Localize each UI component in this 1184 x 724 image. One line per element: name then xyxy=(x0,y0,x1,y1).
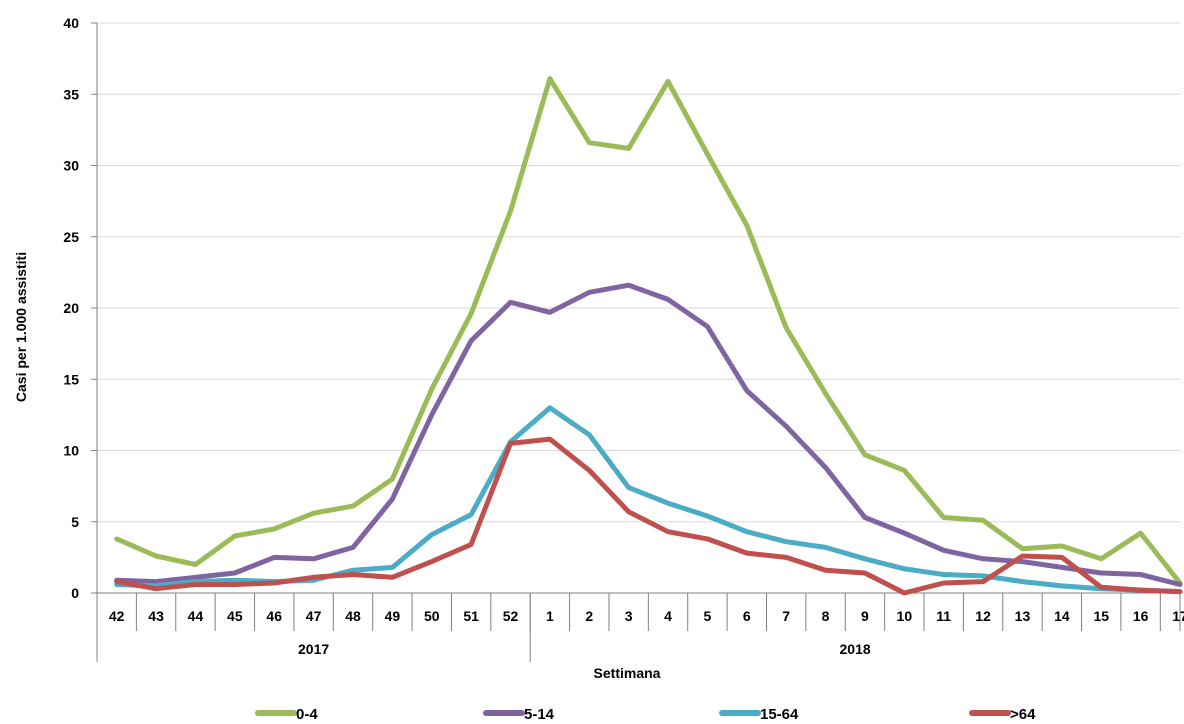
x-tick-label: 17 xyxy=(1172,608,1184,624)
series-line-5-14 xyxy=(114,282,1183,587)
x-tick-label: 13 xyxy=(1015,608,1031,624)
series-lines xyxy=(114,76,1183,596)
x-tick-label: 4 xyxy=(664,608,672,624)
x-tick-label: 11 xyxy=(936,608,951,624)
x-tick-label: 1 xyxy=(546,608,554,624)
x-tick-label: 47 xyxy=(306,608,322,624)
x-axis-title: Settimana xyxy=(594,665,661,681)
year-group-label: 2018 xyxy=(840,641,871,657)
x-tick-label: 5 xyxy=(704,608,712,624)
x-tick-label: 9 xyxy=(861,608,869,624)
x-tick-label: 51 xyxy=(463,608,479,624)
y-tick-label: 20 xyxy=(63,300,79,316)
y-tick-label: 5 xyxy=(71,514,79,530)
x-tick-label: 49 xyxy=(385,608,401,624)
y-tick-label: 0 xyxy=(71,585,79,601)
x-tick-label: 43 xyxy=(148,608,164,624)
x-tick-label: 8 xyxy=(822,608,830,624)
x-tick-label: 46 xyxy=(266,608,282,624)
y-tick-label: 25 xyxy=(63,229,79,245)
x-tick-label: 44 xyxy=(188,608,204,624)
series-line-0-4 xyxy=(114,76,1183,586)
x-tick-label: 16 xyxy=(1133,608,1149,624)
x-axis-ticks: 42 43 44 45 46 47 48 49 50 51 52 1 2 3 4 5 6 7 8 9 10 11 12 13 1… xyxy=(96,593,1184,662)
series-line-15-64 xyxy=(114,405,1183,595)
legend-label: 5-14 xyxy=(524,706,555,723)
axes xyxy=(96,23,1180,594)
x-tick-label: 14 xyxy=(1054,608,1070,624)
y-axis-title: Casi per 1.000 assistiti xyxy=(13,252,29,402)
legend-label: 0-4 xyxy=(296,706,318,723)
x-tick-label: 50 xyxy=(424,608,440,624)
x-tick-label: 2 xyxy=(585,608,593,624)
y-tick-label: 30 xyxy=(63,158,79,174)
x-tick-label: 6 xyxy=(743,608,751,624)
x-tick-label: 12 xyxy=(975,608,991,624)
x-tick-label: 45 xyxy=(227,608,243,624)
y-tick-label: 10 xyxy=(63,443,79,459)
x-tick-label: 15 xyxy=(1093,608,1109,624)
gridlines xyxy=(97,22,1180,523)
x-tick-label: 48 xyxy=(345,608,361,624)
x-tick-label: 10 xyxy=(897,608,913,624)
legend-label: 15-64 xyxy=(760,706,799,723)
x-tick-label: 52 xyxy=(503,608,519,624)
y-tick-label: 15 xyxy=(63,371,79,387)
year-group-label: 2017 xyxy=(298,641,329,657)
legend-label: >64 xyxy=(1010,706,1036,723)
legend: 0-4 5-14 15-64 >64 xyxy=(255,706,1036,723)
y-tick-label: 40 xyxy=(63,15,79,31)
x-tick-label: 7 xyxy=(782,608,790,624)
series-line->64 xyxy=(114,436,1183,596)
x-tick-label: 3 xyxy=(625,608,633,624)
x-tick-label: 42 xyxy=(109,608,125,624)
y-axis-ticks: 0 5 10 15 20 25 30 35 40 xyxy=(63,15,97,601)
y-tick-label: 35 xyxy=(63,86,79,102)
